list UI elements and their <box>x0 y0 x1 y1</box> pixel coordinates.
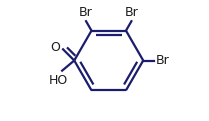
Text: Br: Br <box>155 54 169 67</box>
Text: O: O <box>50 41 60 54</box>
Text: HO: HO <box>49 74 69 87</box>
Text: Br: Br <box>79 6 92 19</box>
Text: Br: Br <box>125 6 139 19</box>
